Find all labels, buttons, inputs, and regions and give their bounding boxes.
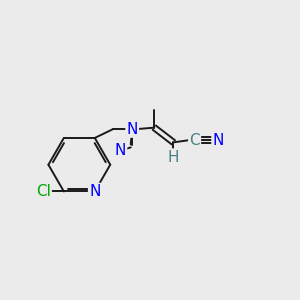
- Text: N: N: [115, 143, 126, 158]
- Text: N: N: [212, 133, 224, 148]
- Text: N: N: [127, 122, 138, 136]
- Text: Cl: Cl: [36, 184, 51, 199]
- Text: H: H: [168, 150, 179, 165]
- Text: C: C: [189, 133, 200, 148]
- Text: N: N: [89, 184, 100, 199]
